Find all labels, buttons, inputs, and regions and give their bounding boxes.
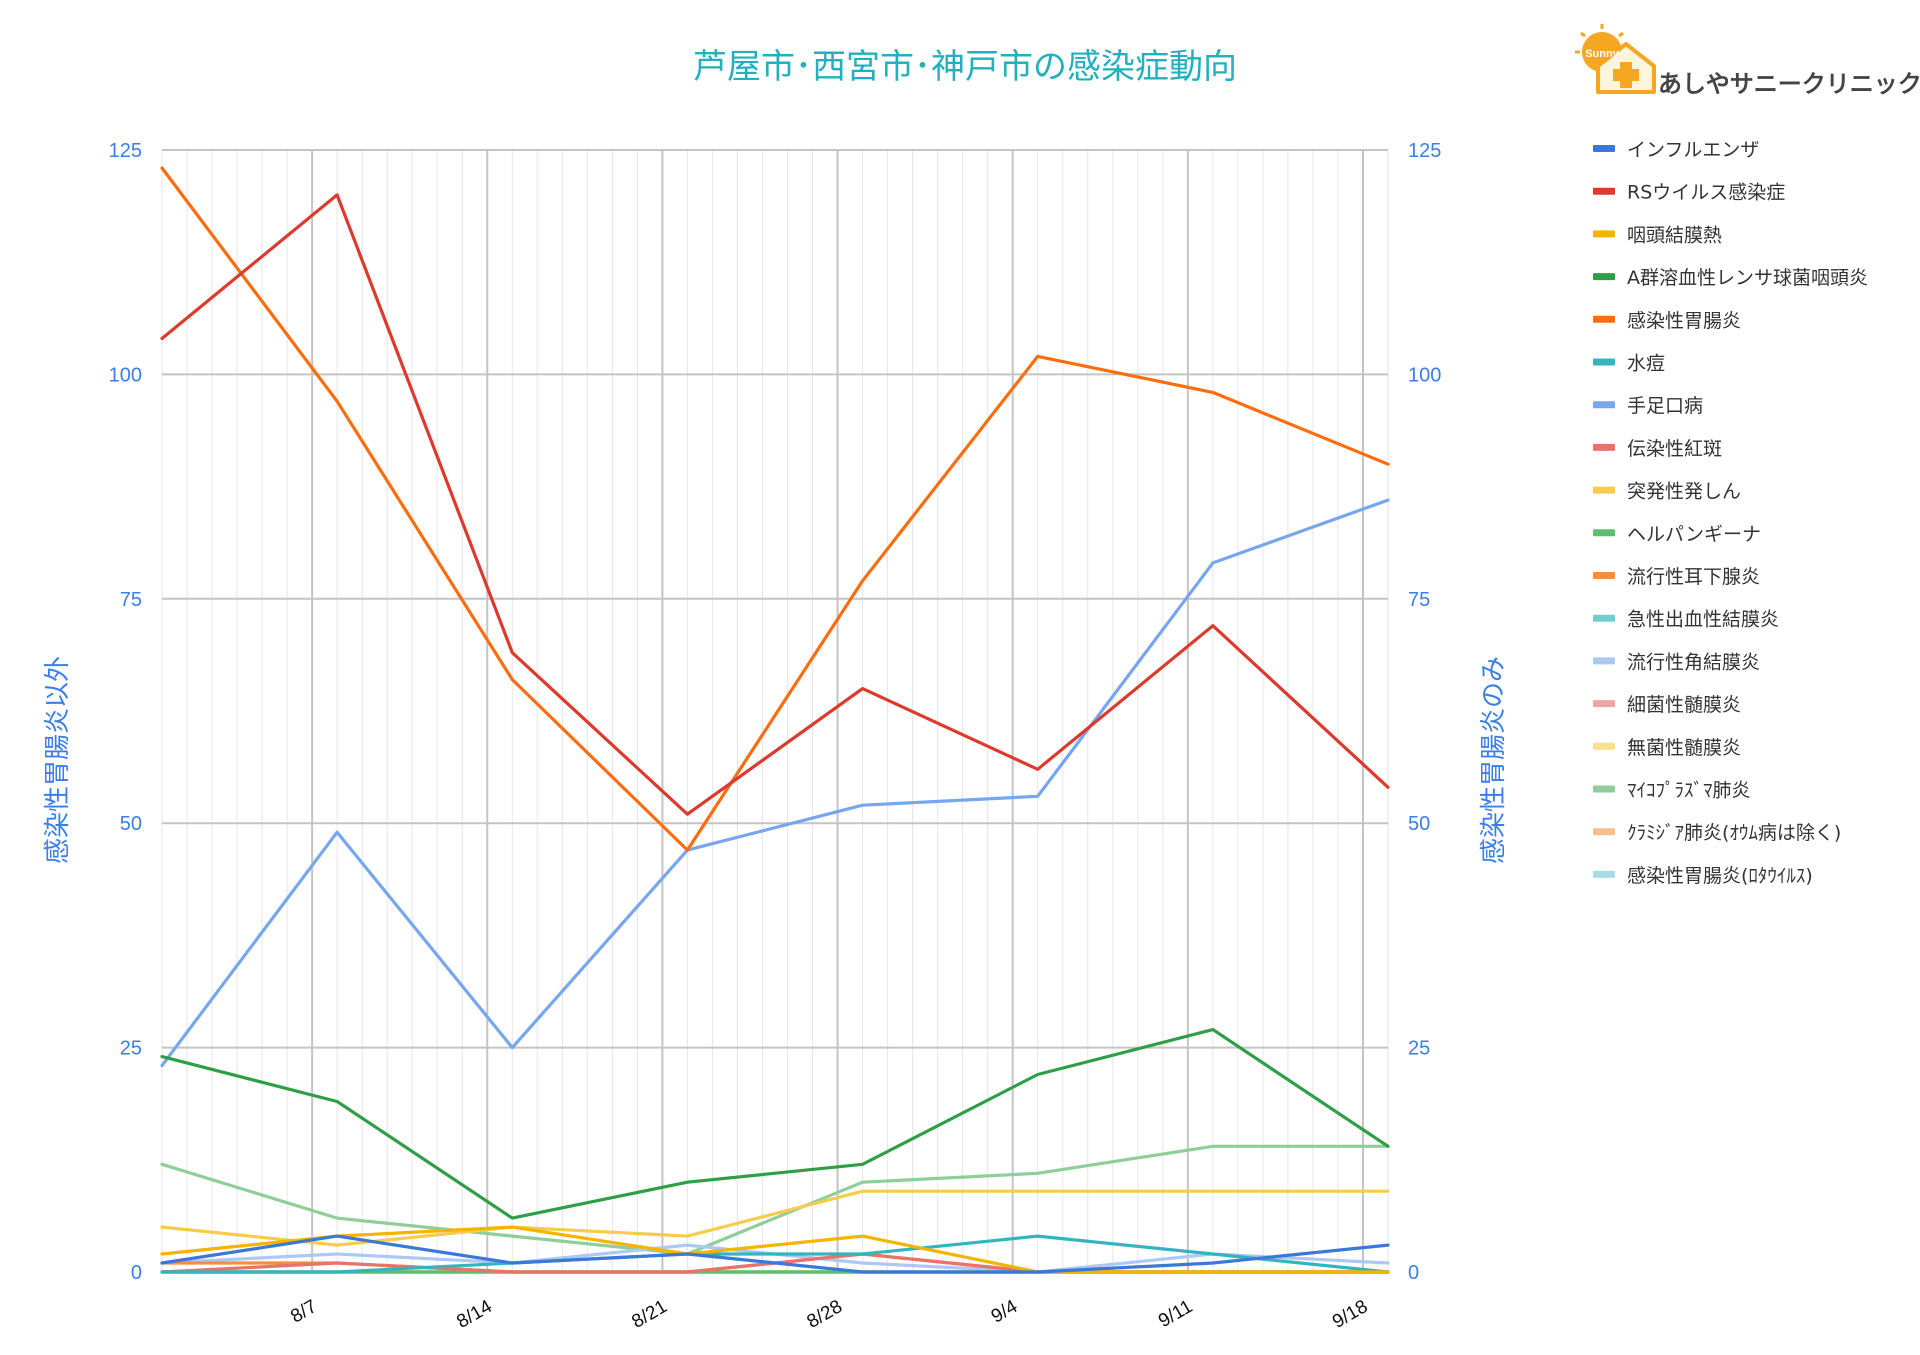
legend-swatch — [1593, 187, 1615, 195]
legend-swatch — [1593, 358, 1615, 366]
y-tick-left: 75 — [120, 589, 142, 611]
legend-label: 流行性角結膜炎 — [1627, 651, 1760, 673]
y-axis-right-title: 感染性胃腸炎のみ — [1479, 656, 1509, 864]
legend-label: 無菌性髄膜炎 — [1627, 737, 1741, 759]
x-tick-label: 9/4 — [988, 1296, 1022, 1328]
left-axis-ticks: 0 25 50 75 100 125 — [109, 140, 142, 1284]
legend-label: ﾏｲｺﾌﾟﾗｽﾞﾏ肺炎 — [1627, 780, 1751, 802]
grid — [161, 149, 1389, 1273]
legend-label: 細菌性髄膜炎 — [1627, 694, 1741, 716]
legend-label: ｸﾗﾐｼﾞｱ肺炎(ｵｳﾑ病は除く) — [1627, 822, 1841, 844]
legend-swatch — [1593, 486, 1615, 494]
legend-label: インフルエンザ — [1627, 139, 1759, 161]
legend-label: A群溶血性レンサ球菌咽頭炎 — [1627, 267, 1868, 289]
y-axis-left-title: 感染性胃腸炎以外 — [43, 656, 73, 864]
y-tick-right: 125 — [1408, 140, 1441, 162]
clinic-logo: Sunny あしやサニークリニック — [1575, 24, 1920, 98]
x-axis-ticks: 8/7 8/14 8/21 8/28 9/4 9/11 9/18 — [287, 1296, 1371, 1333]
legend-label: 急性出血性結膜炎 — [1627, 609, 1779, 631]
legend-swatch — [1593, 700, 1615, 708]
sun-house-icon: Sunny — [1575, 24, 1656, 94]
series-line — [160, 166, 1390, 852]
y-tick-left: 0 — [131, 1262, 142, 1284]
series-line — [160, 1144, 1390, 1256]
legend-label: ヘルパンギーナ — [1627, 523, 1761, 545]
legend-swatch — [1593, 614, 1615, 622]
legend-label: 感染性胃腸炎 — [1627, 310, 1741, 332]
legend-swatch — [1593, 572, 1615, 579]
legend-label: RSウイルス感染症 — [1627, 182, 1785, 204]
x-tick-label: 9/18 — [1329, 1296, 1372, 1333]
legend-swatch — [1593, 145, 1615, 152]
x-tick-label: 8/14 — [453, 1296, 496, 1333]
series-line — [160, 1027, 1390, 1220]
legend-swatch — [1593, 315, 1615, 323]
series-line — [160, 1225, 1390, 1274]
y-tick-left: 100 — [109, 364, 142, 386]
y-tick-left: 25 — [120, 1038, 142, 1060]
y-tick-right: 25 — [1408, 1038, 1430, 1060]
legend-swatch — [1593, 785, 1615, 793]
legend-swatch — [1593, 870, 1615, 878]
x-tick-label: 8/21 — [628, 1296, 671, 1333]
series-line — [160, 498, 1390, 1068]
legend-swatch — [1593, 742, 1615, 750]
legend-swatch — [1593, 273, 1615, 281]
legend-swatch — [1593, 230, 1615, 238]
y-tick-right: 75 — [1408, 589, 1430, 611]
series-line — [160, 1243, 1390, 1274]
legend-label: 伝染性紅斑 — [1627, 438, 1722, 460]
x-tick-label: 9/11 — [1155, 1296, 1196, 1332]
legend-swatch — [1593, 529, 1615, 537]
y-tick-right: 50 — [1408, 813, 1430, 835]
series-lines — [160, 166, 1390, 1274]
y-tick-left: 125 — [109, 140, 142, 162]
legend-label: 感染性胃腸炎(ﾛﾀｳｲﾙｽ) — [1627, 865, 1813, 887]
legend-swatch — [1593, 828, 1615, 836]
y-tick-right: 0 — [1408, 1262, 1419, 1284]
x-tick-label: 8/28 — [804, 1296, 847, 1333]
series-line — [160, 193, 1390, 816]
chart-title: 芦屋市･西宮市･神戸市の感染症動向 — [693, 47, 1237, 87]
legend-label: 突発性発しん — [1627, 481, 1741, 503]
legend-swatch — [1593, 401, 1615, 409]
legend-label: 手足口病 — [1627, 395, 1703, 417]
x-tick-label: 8/7 — [287, 1296, 320, 1327]
series-line — [160, 1234, 1390, 1274]
legend-swatch — [1593, 443, 1615, 451]
y-tick-right: 100 — [1408, 364, 1441, 386]
clinic-name: あしやサニークリニック — [1658, 70, 1920, 98]
legend-label: 水痘 — [1627, 353, 1665, 375]
right-axis-ticks: 0 25 50 75 100 125 — [1408, 140, 1441, 1284]
series-line — [160, 1234, 1390, 1274]
legend-label: 流行性耳下腺炎 — [1627, 566, 1760, 588]
logo-word: Sunny — [1585, 48, 1619, 60]
legend-swatch — [1593, 657, 1615, 665]
y-tick-left: 50 — [120, 813, 142, 835]
legend-label: 咽頭結膜熱 — [1627, 224, 1722, 246]
